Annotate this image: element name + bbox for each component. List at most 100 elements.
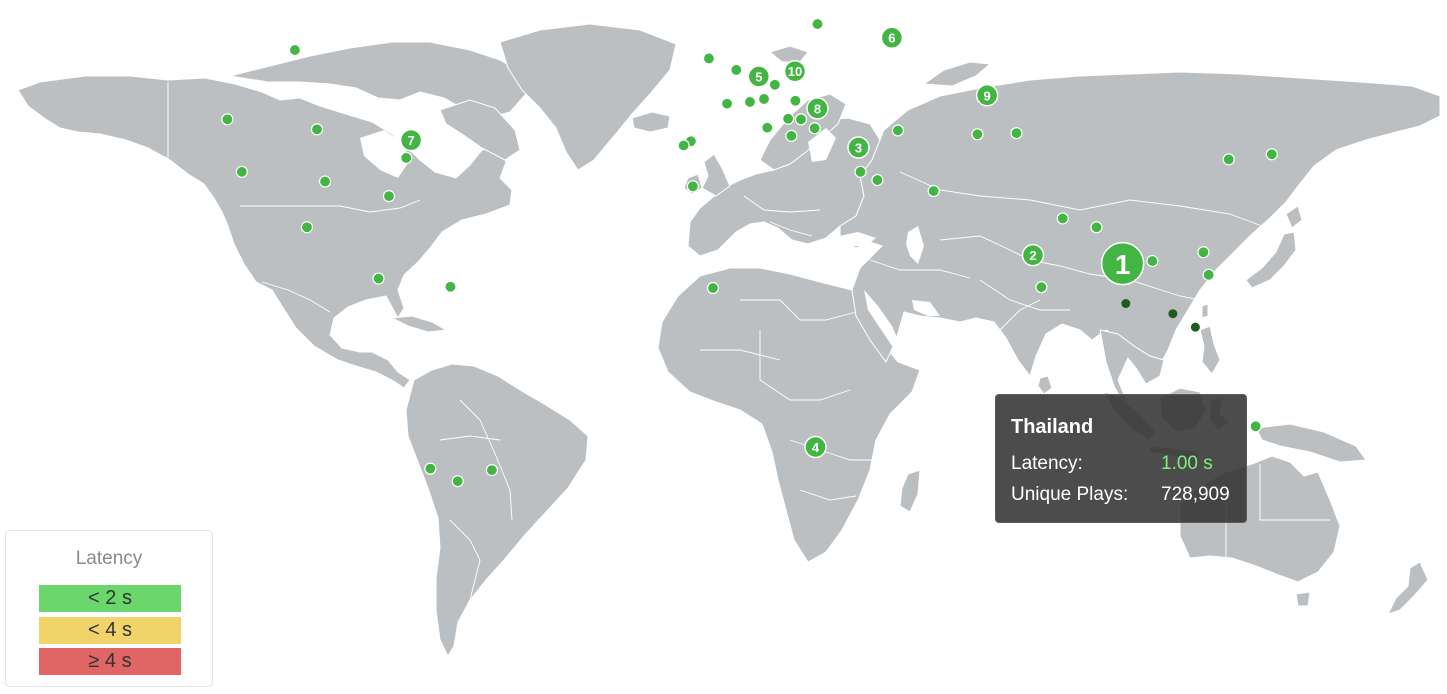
ranked-marker-9[interactable]: 9 bbox=[975, 84, 999, 107]
landmass-africa[interactable] bbox=[657, 267, 921, 563]
ranked-marker-5[interactable]: 5 bbox=[747, 65, 771, 88]
country-marker[interactable] bbox=[891, 124, 905, 137]
ranked-marker-7[interactable]: 7 bbox=[399, 128, 423, 152]
country-marker[interactable] bbox=[768, 78, 781, 91]
ranked-marker-6[interactable]: 6 bbox=[880, 26, 904, 49]
legend-item-under-4s[interactable]: < 4 s bbox=[39, 617, 181, 644]
country-marker[interactable] bbox=[1265, 148, 1278, 161]
country-marker[interactable] bbox=[485, 464, 498, 477]
country-marker[interactable] bbox=[743, 95, 757, 109]
landmass-iceland[interactable] bbox=[631, 111, 671, 133]
ranked-marker-circle[interactable] bbox=[747, 65, 771, 88]
country-marker[interactable] bbox=[1146, 254, 1159, 268]
landmass-taiwan[interactable] bbox=[1201, 303, 1209, 319]
tooltip-latency-label: Latency: bbox=[1011, 453, 1083, 474]
country-marker[interactable] bbox=[382, 190, 396, 203]
country-marker[interactable] bbox=[1035, 281, 1048, 294]
ranked-marker-circle[interactable] bbox=[847, 136, 870, 159]
landmass-svalbard[interactable] bbox=[768, 45, 809, 63]
ranked-marker-2[interactable]: 2 bbox=[1021, 243, 1045, 267]
landmass-madagascar[interactable] bbox=[899, 469, 921, 513]
ranked-marker-circle[interactable] bbox=[1021, 243, 1045, 267]
country-marker[interactable] bbox=[300, 221, 314, 234]
tooltip-plays-value: 728,909 bbox=[1161, 484, 1230, 505]
legend-item-over-4s[interactable]: ≥ 4 s bbox=[39, 648, 181, 675]
country-marker[interactable] bbox=[702, 52, 716, 65]
country-marker[interactable] bbox=[761, 121, 774, 134]
ranked-marker-4[interactable]: 4 bbox=[804, 435, 827, 459]
country-marker[interactable] bbox=[871, 173, 884, 187]
ranked-marker-label: 9 bbox=[984, 88, 991, 103]
country-marker[interactable] bbox=[706, 281, 720, 295]
country-marker[interactable] bbox=[782, 112, 795, 125]
country-marker[interactable] bbox=[1222, 153, 1235, 166]
ranked-marker-circle[interactable] bbox=[880, 26, 904, 49]
ranked-marker-circle[interactable] bbox=[783, 59, 807, 83]
legend-item-under-2s[interactable]: < 2 s bbox=[39, 585, 181, 612]
ranked-marker-8[interactable]: 8 bbox=[806, 97, 829, 120]
ranked-marker-label: 4 bbox=[812, 440, 820, 455]
country-marker[interactable] bbox=[927, 184, 940, 198]
country-marker[interactable] bbox=[1090, 221, 1103, 234]
country-marker[interactable] bbox=[221, 113, 234, 126]
ranked-marker-circle[interactable] bbox=[804, 435, 827, 459]
country-marker[interactable] bbox=[235, 165, 248, 178]
country-marker[interactable] bbox=[400, 151, 413, 164]
ranked-marker-3[interactable]: 3 bbox=[847, 136, 870, 159]
country-marker[interactable] bbox=[811, 17, 824, 31]
landmass-asia[interactable] bbox=[839, 71, 1441, 378]
country-marker-under-tooltip[interactable] bbox=[1190, 322, 1200, 332]
country-marker[interactable] bbox=[686, 180, 699, 193]
persian-gulf bbox=[912, 300, 940, 316]
country-marker[interactable] bbox=[1202, 268, 1215, 281]
country-marker-under-tooltip[interactable] bbox=[1168, 309, 1178, 319]
country-marker[interactable] bbox=[318, 175, 332, 188]
country-tooltip: Thailand Latency: 1.00 s Unique Plays: 7… bbox=[995, 394, 1247, 523]
country-marker[interactable] bbox=[288, 43, 301, 57]
country-marker[interactable] bbox=[1010, 127, 1023, 140]
land-layer bbox=[17, 23, 1441, 658]
country-marker-under-tooltip[interactable] bbox=[1121, 299, 1131, 309]
ranked-marker-circle[interactable] bbox=[975, 84, 999, 107]
landmass-south-america[interactable] bbox=[405, 363, 589, 658]
landmass-new-zealand[interactable] bbox=[1387, 561, 1429, 615]
country-marker[interactable] bbox=[730, 63, 743, 77]
country-marker[interactable] bbox=[1056, 212, 1069, 225]
ranked-marker-circle[interactable] bbox=[1100, 241, 1145, 286]
country-marker[interactable] bbox=[720, 97, 734, 110]
landmass-cuba[interactable] bbox=[390, 315, 448, 333]
country-marker[interactable] bbox=[794, 113, 808, 126]
country-marker[interactable] bbox=[451, 475, 464, 488]
country-marker[interactable] bbox=[808, 122, 821, 135]
country-marker[interactable] bbox=[789, 94, 802, 107]
landmass-baffin-island[interactable] bbox=[439, 99, 521, 161]
landmass-tasmania[interactable] bbox=[1295, 591, 1311, 607]
country-marker[interactable] bbox=[971, 128, 984, 141]
landmass-sri-lanka[interactable] bbox=[1037, 375, 1053, 395]
landmass-new-guinea[interactable] bbox=[1255, 423, 1367, 463]
country-marker[interactable] bbox=[372, 272, 385, 285]
ranked-marker-1[interactable]: 1 bbox=[1100, 241, 1145, 286]
landmass-hokkaido[interactable] bbox=[1285, 205, 1303, 229]
country-marker[interactable] bbox=[424, 462, 437, 475]
ranked-marker-circle[interactable] bbox=[806, 97, 829, 120]
country-marker[interactable] bbox=[310, 123, 324, 136]
country-marker[interactable] bbox=[1197, 246, 1210, 259]
country-marker[interactable] bbox=[785, 129, 798, 142]
country-marker[interactable] bbox=[677, 139, 690, 152]
ranked-marker-circle[interactable] bbox=[399, 128, 423, 152]
landmass-greenland[interactable] bbox=[499, 23, 677, 171]
country-marker[interactable] bbox=[1249, 420, 1262, 433]
landmass-north-america[interactable] bbox=[17, 75, 513, 389]
ranked-layer: 1 2 3 4 5 6 7 8 9 10 bbox=[399, 26, 1145, 459]
ranked-marker-10[interactable]: 10 bbox=[783, 59, 807, 83]
ranked-marker-label: 6 bbox=[888, 31, 895, 46]
landmass-philippines[interactable] bbox=[1199, 325, 1221, 375]
country-marker[interactable] bbox=[757, 92, 771, 106]
landmass-japan[interactable] bbox=[1245, 231, 1297, 289]
country-marker[interactable] bbox=[444, 280, 457, 293]
landmass-novaya-zemlya[interactable] bbox=[922, 61, 992, 87]
landmass-great-britain[interactable] bbox=[701, 153, 731, 197]
country-marker[interactable] bbox=[854, 165, 867, 178]
